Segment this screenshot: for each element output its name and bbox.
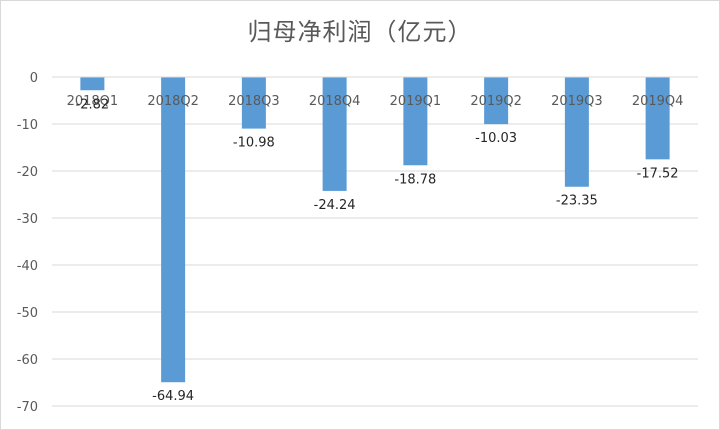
- gridlines: [52, 123, 698, 407]
- y-tick-label: -60: [17, 353, 38, 368]
- bar: [564, 77, 589, 187]
- bar: [241, 77, 266, 129]
- bars: [80, 77, 670, 383]
- bar: [645, 77, 670, 160]
- x-tick-label: 2019Q3: [551, 94, 603, 109]
- x-tick-label: 2018Q3: [228, 94, 280, 109]
- bar: [161, 77, 186, 383]
- y-tick-label: -40: [17, 259, 38, 274]
- y-tick-label: -10: [17, 118, 38, 133]
- y-tick-label: -20: [17, 165, 38, 180]
- data-label: -18.78: [394, 172, 436, 187]
- data-label: -64.94: [152, 389, 194, 404]
- x-tick-label: 2019Q1: [390, 94, 442, 109]
- chart-title: 归母净利润（亿元）: [247, 18, 473, 46]
- x-tick-label: 2018Q1: [67, 94, 119, 109]
- y-tick-label: -70: [17, 400, 38, 415]
- data-label: -10.98: [233, 136, 275, 151]
- bar: [80, 77, 105, 91]
- x-tick-label: 2019Q2: [470, 94, 522, 109]
- data-label: -24.24: [314, 198, 356, 213]
- y-tick-label: -50: [17, 306, 38, 321]
- labels: 2018Q1 2018Q2 2018Q3 2018Q4 2019Q1 2019Q2 2019…: [67, 94, 684, 404]
- data-label: -10.03: [475, 131, 517, 146]
- bar: [484, 77, 509, 125]
- data-label: -23.35: [556, 194, 598, 209]
- bar: [403, 77, 428, 166]
- bar: [322, 77, 347, 191]
- axes: 0 -10 -20 -30 -40 -50 -60 -70: [17, 71, 698, 415]
- y-tick-label: 0: [30, 71, 38, 86]
- data-label: -2.82: [76, 97, 110, 112]
- x-tick-label: 2018Q4: [309, 94, 361, 109]
- x-tick-label: 2019Q4: [632, 94, 684, 109]
- x-tick-label: 2018Q2: [147, 94, 199, 109]
- y-tick-label: -30: [17, 212, 38, 227]
- data-label: -17.52: [637, 166, 679, 181]
